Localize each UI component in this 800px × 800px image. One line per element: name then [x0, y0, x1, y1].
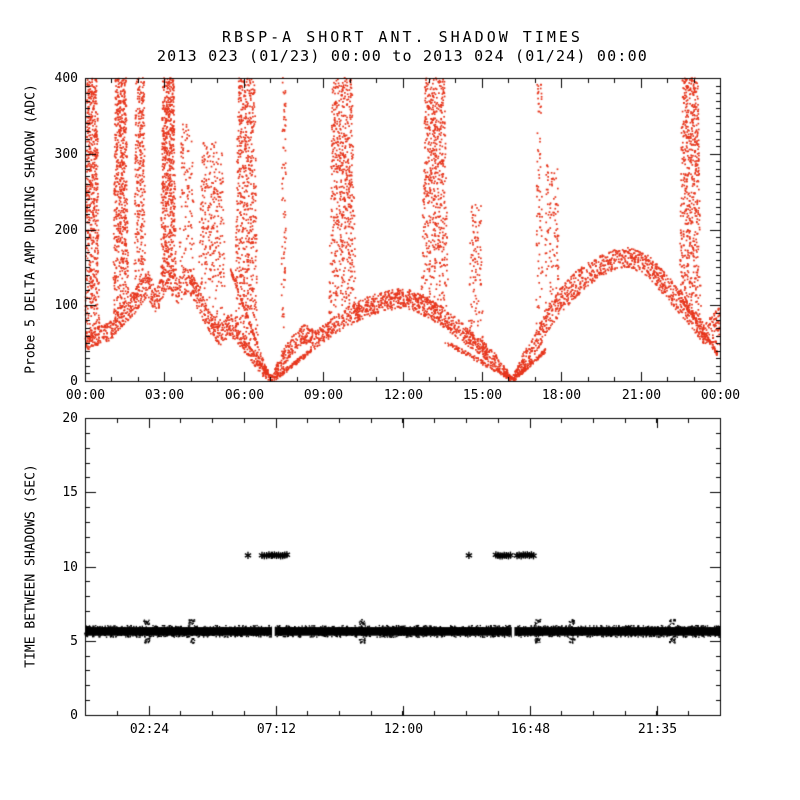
x-tick-label: 12:00 — [383, 388, 424, 403]
y-tick-label: 200 — [54, 222, 78, 238]
y-tick-label: 10 — [62, 559, 78, 575]
x-tick-label: 00:00 — [700, 388, 741, 403]
x-tick-label: 03:00 — [144, 388, 185, 403]
x-tick-label: 18:00 — [541, 388, 582, 403]
x-tick-label: 00:00 — [65, 388, 106, 403]
y-tick-label: 5 — [70, 633, 78, 649]
x-tick-label: 07:12 — [256, 722, 297, 737]
plot-subtitle: 2013 023 (01/23) 00:00 to 2013 024 (01/2… — [156, 47, 649, 65]
x-tick-label: 15:00 — [462, 388, 503, 403]
y-tick-label: 20 — [62, 410, 78, 426]
x-tick-label: 16:48 — [510, 722, 551, 737]
plot-title: RBSP-A SHORT ANT. SHADOW TIMES — [222, 28, 583, 46]
y-tick-label: 0 — [70, 373, 78, 389]
x-tick-label: 09:00 — [303, 388, 344, 403]
y-tick-label: 400 — [54, 70, 78, 86]
y-tick-label: 300 — [54, 146, 78, 162]
x-tick-label: 06:00 — [224, 388, 265, 403]
x-tick-label: 12:00 — [383, 722, 424, 737]
x-tick-label: 02:24 — [129, 722, 170, 737]
x-tick-label: 21:00 — [621, 388, 662, 403]
y-tick-label: 100 — [54, 297, 78, 313]
y-tick-label: 15 — [62, 484, 78, 500]
y-tick-label: 0 — [70, 707, 78, 723]
x-tick-label: 21:35 — [637, 722, 678, 737]
